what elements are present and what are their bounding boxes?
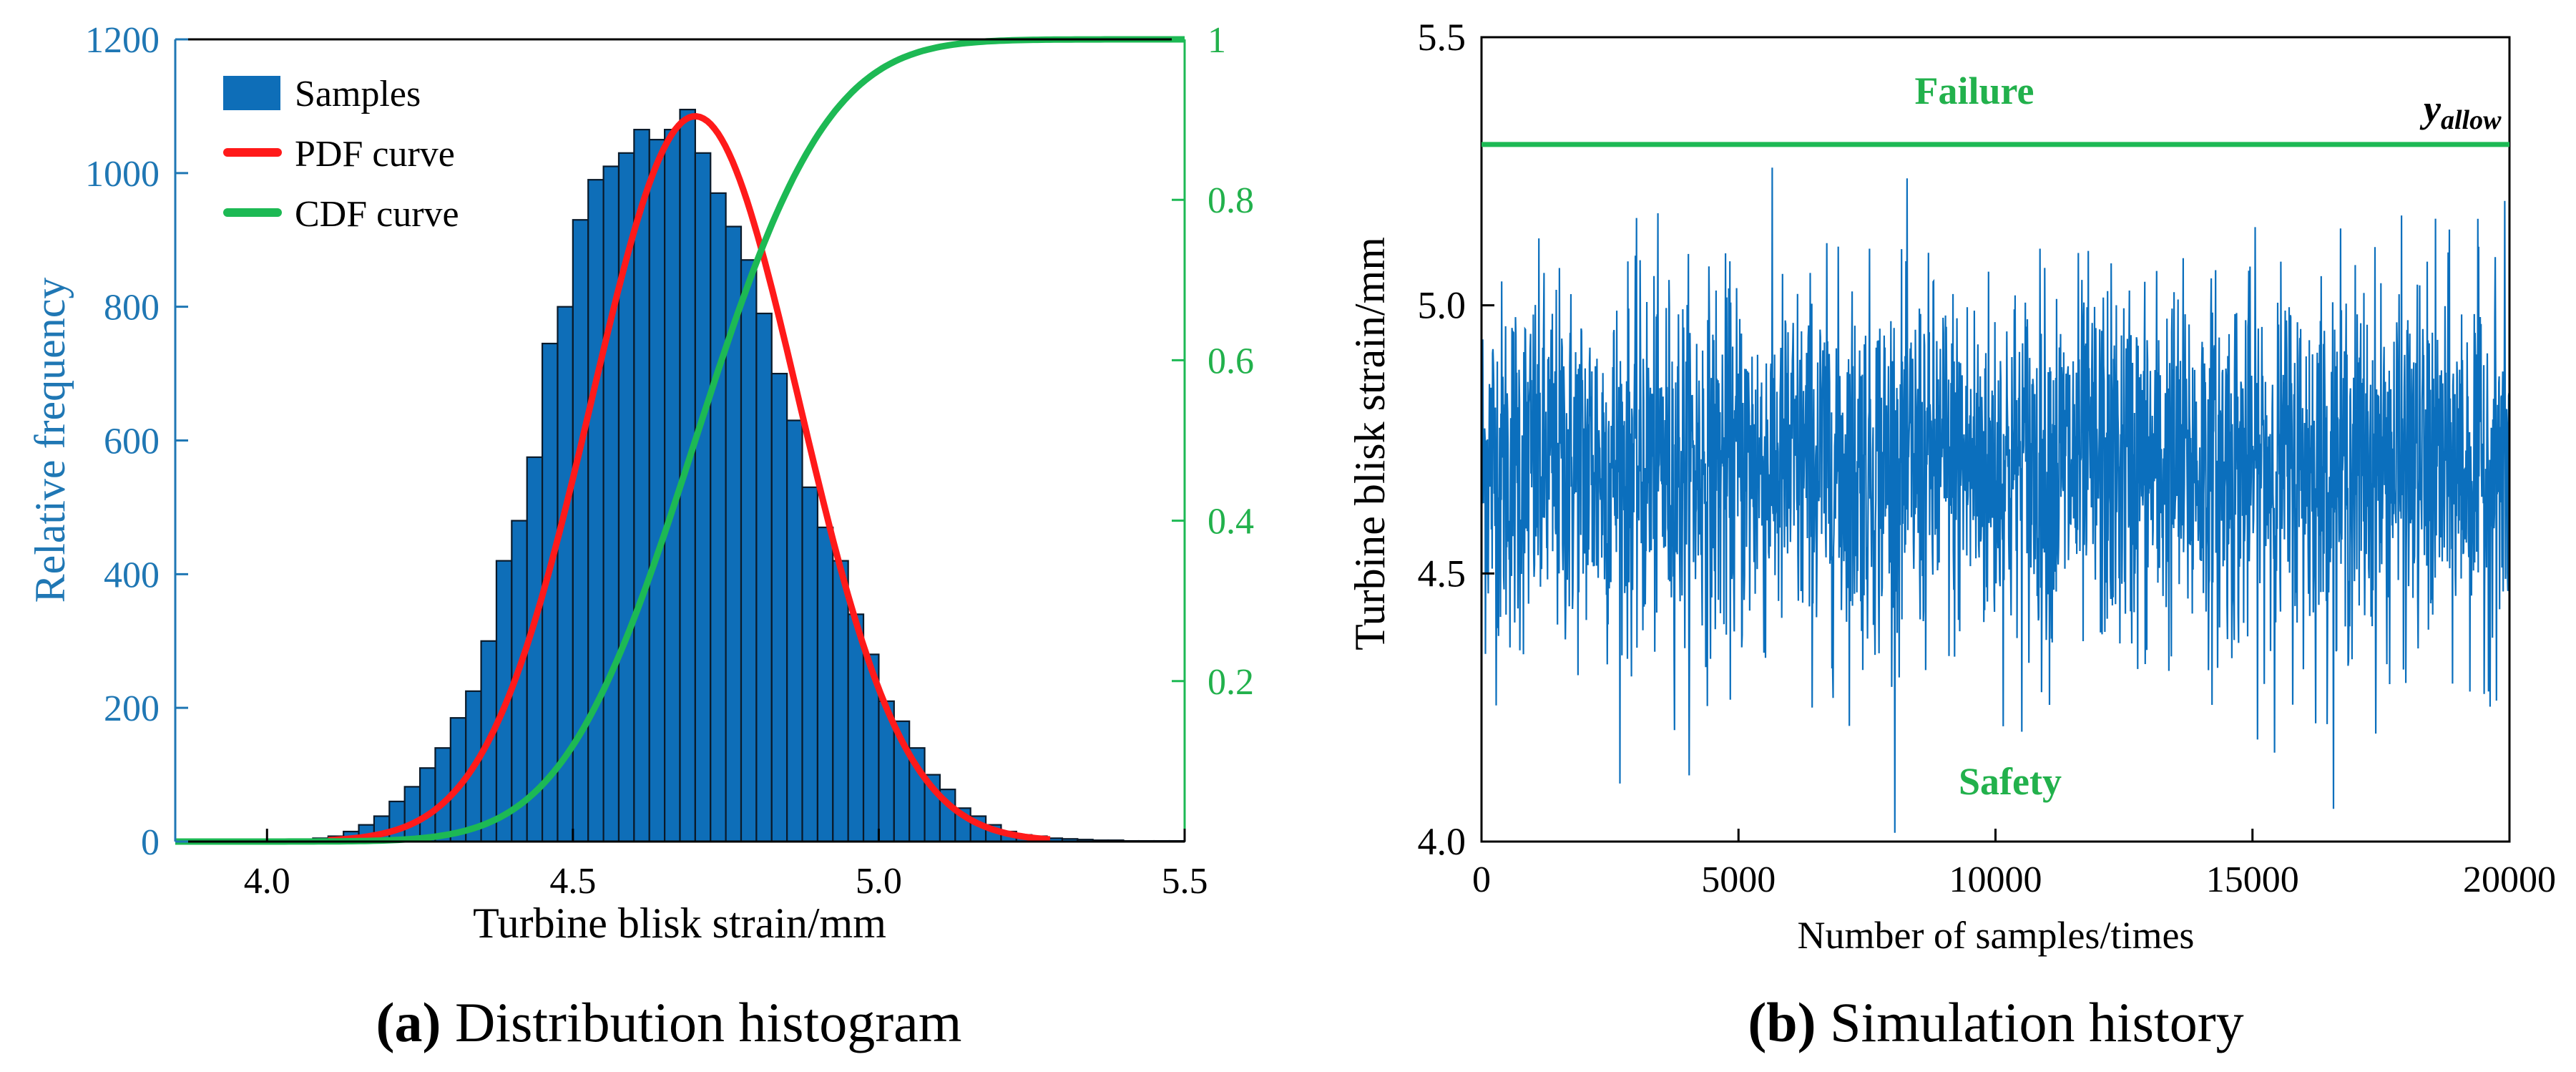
y2-tick-label: 1 bbox=[1208, 20, 1226, 61]
caption-a: (a) Distribution histogram bbox=[376, 991, 962, 1053]
y-tick-label: 4.0 bbox=[1418, 820, 1466, 863]
simulation-history-trace bbox=[1480, 167, 2511, 833]
y-tick-label: 5.0 bbox=[1418, 284, 1466, 327]
x-tick-label: 4.0 bbox=[244, 861, 290, 902]
histogram-bar bbox=[755, 312, 773, 843]
x-tick-label: 15000 bbox=[2206, 859, 2299, 900]
caption-b: (b) Simulation history bbox=[1748, 991, 2243, 1053]
caption-a-letter: (a) bbox=[376, 991, 441, 1053]
legend: Samples PDF curve CDF curve bbox=[223, 74, 459, 235]
y2-tick-label: 0.4 bbox=[1208, 502, 1254, 542]
x-tick-label: 5.5 bbox=[1162, 861, 1208, 902]
x-axis-label: Turbine blisk strain/mm bbox=[473, 900, 886, 947]
y-tick-label: 1200 bbox=[85, 20, 160, 61]
histogram-bar bbox=[572, 219, 589, 843]
y2-tick-label: 0.6 bbox=[1208, 341, 1254, 381]
threshold-label: yallow bbox=[2419, 87, 2502, 135]
failure-label: Failure bbox=[1915, 69, 2034, 112]
threshold-label-main: y bbox=[2419, 87, 2442, 130]
x-tick-label: 20000 bbox=[2463, 859, 2556, 900]
y-tick-label: 4.5 bbox=[1418, 552, 1466, 595]
legend-label-samples: Samples bbox=[295, 74, 421, 114]
x-tick-label: 4.5 bbox=[549, 861, 596, 902]
y-tick-label: 400 bbox=[104, 555, 160, 595]
histogram-bar bbox=[801, 486, 819, 843]
x-ticks: 0 5000 10000 15000 20000 bbox=[1472, 829, 2556, 900]
y-axis-label: Turbine blisk strain/mm bbox=[1346, 237, 1394, 650]
histogram-bar bbox=[770, 372, 788, 843]
y2-tick-label: 0.8 bbox=[1208, 180, 1254, 221]
y-tick-label: 800 bbox=[104, 288, 160, 328]
pdf-curve bbox=[328, 113, 1051, 844]
histogram-bar bbox=[633, 129, 650, 843]
y-tick-label: 600 bbox=[104, 422, 160, 462]
threshold-label-sub: allow bbox=[2441, 105, 2502, 135]
histogram-bar bbox=[832, 560, 849, 843]
y-tick-label: 5.5 bbox=[1418, 16, 1466, 59]
caption-b-text: Simulation history bbox=[1816, 991, 2244, 1053]
legend-swatch-samples bbox=[223, 76, 280, 110]
x-tick-label: 10000 bbox=[1949, 859, 2042, 900]
histogram-bar bbox=[403, 786, 421, 843]
caption-b-letter: (b) bbox=[1748, 991, 1816, 1053]
x-axis-label: Number of samples/times bbox=[1798, 914, 2195, 957]
safety-label: Safety bbox=[1959, 760, 2062, 803]
y-ticks: 4.0 4.5 5.0 5.5 bbox=[1418, 16, 1494, 863]
histogram-bar bbox=[786, 419, 803, 843]
x-tick-label: 0 bbox=[1472, 859, 1491, 900]
histogram-bar bbox=[710, 192, 727, 843]
y-tick-label: 1000 bbox=[85, 154, 160, 195]
x-ticks: 4.0 4.5 5.0 5.5 bbox=[244, 829, 1208, 902]
x-tick-label: 5000 bbox=[1701, 859, 1776, 900]
histogram-bar bbox=[388, 800, 406, 843]
y-ticks: 0 200 400 600 800 1000 1200 bbox=[85, 20, 188, 863]
histogram-bar bbox=[694, 152, 712, 843]
y-axis-label: Relative frequency bbox=[26, 278, 74, 603]
histogram-bar bbox=[648, 139, 666, 843]
y-tick-label: 200 bbox=[104, 688, 160, 729]
histogram-bar bbox=[602, 165, 620, 843]
y2-tick-label: 0.2 bbox=[1208, 662, 1254, 703]
y-tick-label: 0 bbox=[141, 822, 160, 863]
histogram-bar bbox=[587, 179, 604, 843]
histogram-bar bbox=[418, 767, 436, 843]
panel-b-simulation-history: Failure Safety yallow 0 5000 10000 15000 200… bbox=[1346, 16, 2556, 1053]
legend-label-cdf: CDF curve bbox=[295, 194, 459, 235]
histogram-bar bbox=[740, 259, 758, 843]
y2-ticks: 0.2 0.4 0.6 0.8 1 bbox=[1172, 20, 1254, 703]
caption-a-text: Distribution histogram bbox=[441, 991, 961, 1053]
histogram-bar bbox=[816, 526, 834, 843]
x-tick-label: 5.0 bbox=[856, 861, 902, 902]
legend-label-pdf: PDF curve bbox=[295, 134, 455, 175]
